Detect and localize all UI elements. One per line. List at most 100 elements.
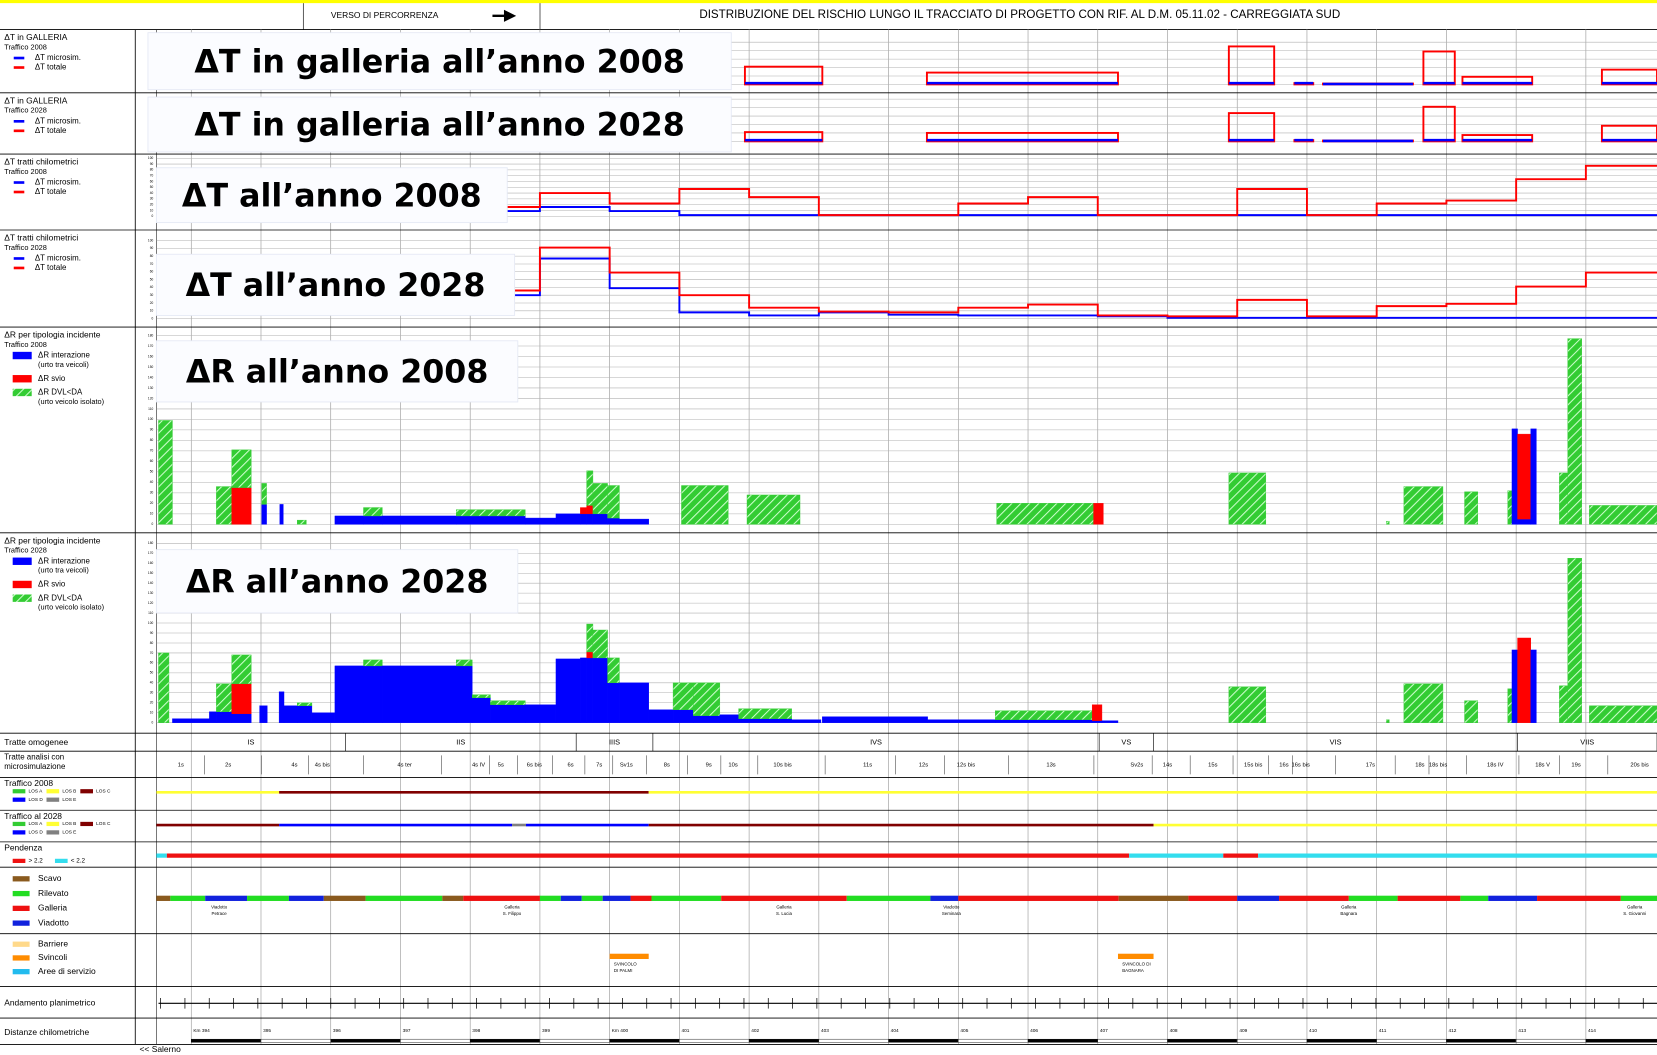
legend-label: ΔT totale bbox=[35, 63, 67, 72]
y-tick-label: 20 bbox=[150, 202, 154, 206]
risk-bar bbox=[279, 504, 284, 525]
risk-bar bbox=[1511, 428, 1518, 525]
y-tick-label: 30 bbox=[150, 691, 154, 695]
panel-label: ΔR per tipologia incidente bbox=[4, 330, 101, 340]
structure-segment bbox=[1397, 895, 1461, 901]
y-tick-label: 160 bbox=[148, 561, 154, 565]
risk-bar bbox=[1530, 428, 1537, 525]
risk-bar bbox=[311, 712, 336, 723]
y-tick-label: 60 bbox=[150, 661, 154, 665]
scale-bar bbox=[888, 1038, 959, 1043]
legend-label: Galleria bbox=[38, 903, 67, 913]
row-label: Traffico 2008 bbox=[4, 778, 53, 788]
risk-bar bbox=[592, 629, 608, 659]
y-tick-label: 90 bbox=[150, 162, 154, 166]
direction-arrow bbox=[492, 9, 517, 22]
overlay-box bbox=[155, 167, 508, 224]
km-label: 412 bbox=[1449, 1028, 1457, 1034]
legend-label: LOS A bbox=[29, 789, 44, 795]
scale-bar bbox=[1167, 1038, 1238, 1043]
km-label: 413 bbox=[1518, 1028, 1526, 1034]
overlay-title: ΔT in galleria all’anno 2008 bbox=[194, 44, 684, 80]
scale-bar bbox=[818, 1038, 889, 1043]
legend-swatch bbox=[12, 594, 32, 602]
legend-label: Scavo bbox=[38, 873, 62, 883]
km-label: Km 394 bbox=[193, 1028, 210, 1034]
scale-bar bbox=[1515, 1038, 1587, 1043]
legend-swatch bbox=[12, 557, 32, 565]
legend-label: LOS D bbox=[29, 830, 44, 836]
risk-bar bbox=[791, 719, 822, 723]
risk-bar bbox=[456, 509, 526, 517]
structure-segment bbox=[1537, 895, 1621, 901]
km-label: 411 bbox=[1379, 1028, 1387, 1034]
segment-label: 4s IV bbox=[472, 762, 485, 768]
risk-bar bbox=[580, 507, 587, 515]
risk-bar bbox=[490, 700, 526, 705]
y-tick-label: 60 bbox=[150, 459, 154, 463]
scale-bar bbox=[469, 1038, 541, 1043]
junction-bar bbox=[609, 953, 649, 959]
scale-bar bbox=[1306, 1038, 1377, 1043]
legend-swatch bbox=[46, 830, 60, 835]
risk-bar bbox=[1517, 518, 1531, 525]
structure-label: Viadotto bbox=[943, 904, 960, 909]
segment-label: 4s bis bbox=[315, 762, 330, 768]
scale-bar bbox=[191, 1038, 262, 1043]
direction-label: VERSO DI PERCORRENZA bbox=[331, 10, 439, 20]
y-tick-label: 50 bbox=[150, 185, 154, 189]
y-tick-label: 120 bbox=[148, 396, 154, 400]
scale-bar bbox=[400, 1038, 471, 1043]
risk-bar bbox=[619, 682, 649, 723]
risk-bar bbox=[1403, 486, 1444, 525]
risk-bar bbox=[607, 517, 620, 525]
structure-segment bbox=[630, 895, 652, 901]
risk-bar bbox=[1567, 558, 1582, 723]
segment-label: 14s bbox=[1163, 762, 1172, 768]
km-label: 396 bbox=[333, 1028, 341, 1034]
row-label: Tratte analisi con bbox=[4, 753, 64, 762]
risk-bar bbox=[283, 705, 298, 723]
legend-label: ΔR DVL<DA bbox=[38, 388, 83, 397]
structure-segment bbox=[958, 895, 1119, 901]
legend-note: (urto tra veicoli) bbox=[38, 360, 89, 369]
km-label: 409 bbox=[1239, 1028, 1247, 1034]
legend-note: (urto veicolo isolato) bbox=[38, 603, 104, 612]
legend-label: ΔT totale bbox=[35, 263, 67, 272]
y-tick-label: 40 bbox=[150, 285, 154, 289]
risk-bar bbox=[672, 709, 694, 723]
structure-segment bbox=[463, 895, 540, 901]
segment-label: 18s bis bbox=[1429, 762, 1447, 768]
legend-label: LOS B bbox=[62, 789, 76, 795]
scale-bar bbox=[748, 1038, 820, 1043]
section-label: VIIS bbox=[1580, 738, 1594, 747]
risk-bar bbox=[586, 505, 594, 515]
legend-swatch bbox=[12, 941, 30, 947]
km-label: 402 bbox=[751, 1028, 759, 1034]
risk-bar bbox=[693, 682, 721, 716]
legend-label: Aree di servizio bbox=[38, 966, 96, 976]
y-tick-label: 70 bbox=[150, 262, 154, 266]
structure-segment bbox=[288, 895, 324, 901]
risk-bar bbox=[472, 697, 491, 723]
scale-bar bbox=[260, 1038, 331, 1043]
y-tick-label: 50 bbox=[150, 470, 154, 474]
panel-label: Traffico 2008 bbox=[4, 167, 47, 176]
overlay-title: ΔR all’anno 2028 bbox=[186, 564, 489, 600]
km-label: 404 bbox=[891, 1028, 899, 1034]
panel-label: Traffico 2028 bbox=[4, 546, 47, 555]
y-tick-label: 20 bbox=[150, 501, 154, 505]
risk-bar bbox=[580, 513, 587, 525]
segment-label: 4s ter bbox=[397, 762, 412, 768]
structure-segment bbox=[651, 895, 722, 901]
structure-segment bbox=[602, 895, 631, 901]
risk-bar bbox=[592, 657, 608, 723]
segment-label: 16s bis bbox=[1291, 762, 1309, 768]
legend-label: LOS C bbox=[96, 789, 111, 795]
y-tick-label: 20 bbox=[150, 301, 154, 305]
risk-bar bbox=[995, 710, 1093, 720]
y-tick-label: 40 bbox=[150, 480, 154, 484]
structure-label: Galleria bbox=[1627, 904, 1643, 909]
y-tick-label: 10 bbox=[150, 208, 154, 212]
row-label: Andamento planimetrico bbox=[4, 998, 95, 1008]
